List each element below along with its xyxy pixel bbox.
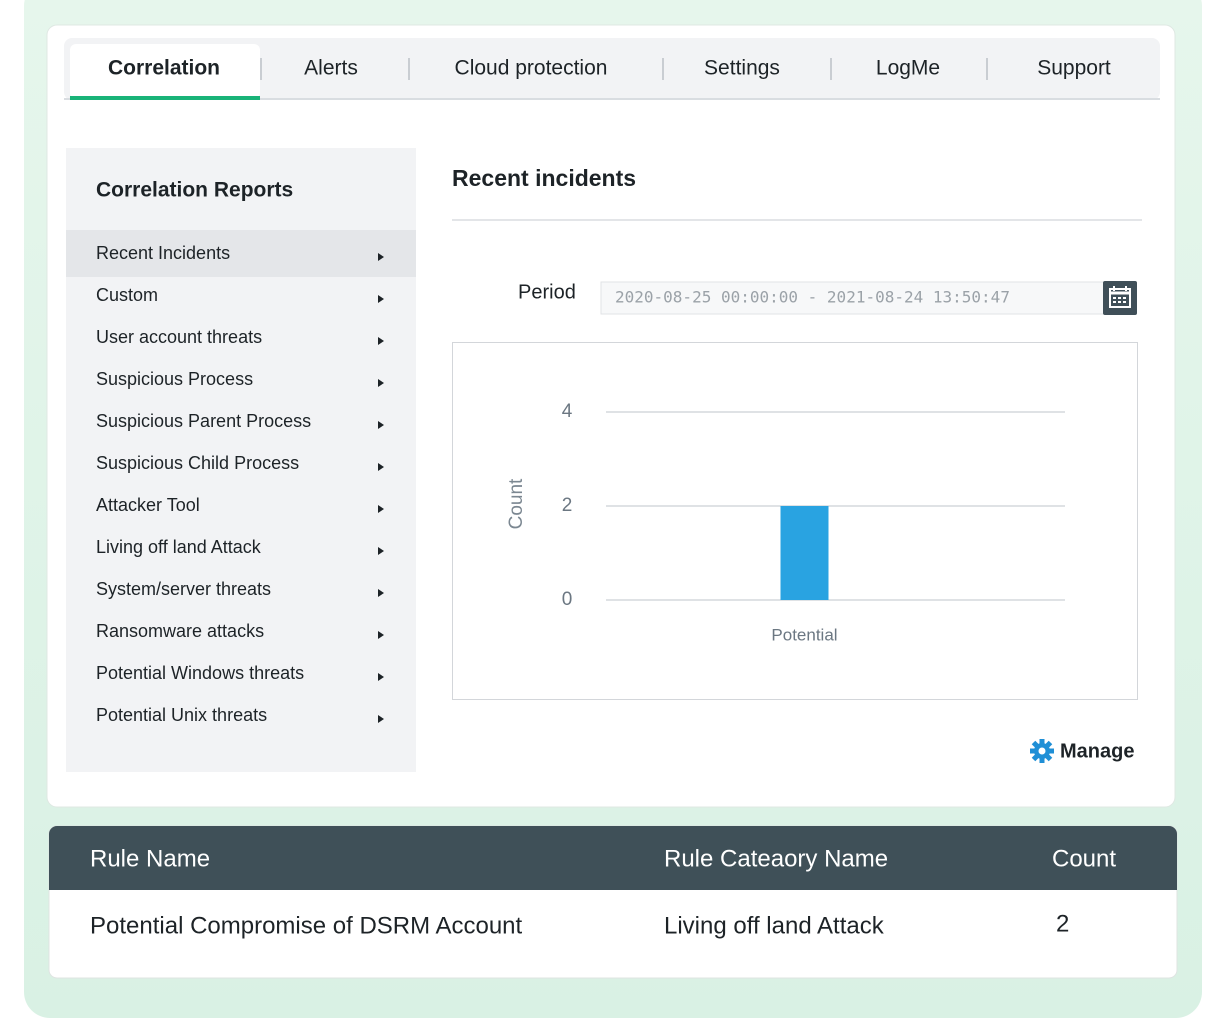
sidebar-arrow — [378, 673, 384, 681]
sidebar-item[interactable]: Custom — [96, 285, 158, 305]
active-tab-underline — [70, 96, 260, 100]
table-header: Count — [1052, 845, 1116, 872]
sidebar-arrow — [378, 547, 384, 555]
period-input[interactable] — [600, 281, 1106, 315]
sidebar-item[interactable]: Recent Incidents — [96, 243, 230, 263]
table-cell: Potential Compromise of DSRM Account — [90, 912, 523, 939]
sidebar-item[interactable]: Attacker Tool — [96, 495, 200, 515]
tab-bar — [64, 38, 1160, 100]
tab[interactable]: Settings — [704, 57, 780, 80]
tab[interactable]: Correlation — [108, 57, 220, 80]
sidebar-arrow — [378, 589, 384, 597]
period-label: Period — [518, 281, 576, 303]
sidebar-item[interactable]: Living off land Attack — [96, 537, 262, 557]
x-tick-label: Potential — [771, 625, 837, 644]
sidebar-arrow — [378, 295, 384, 303]
sidebar-item[interactable]: System/server threats — [96, 579, 271, 599]
y-tick-label: 0 — [562, 589, 573, 610]
table-header-bg — [49, 826, 1177, 890]
sidebar-arrow — [378, 463, 384, 471]
table-cell: 2 — [1056, 910, 1069, 937]
sidebar-item[interactable]: User account threats — [96, 327, 262, 347]
sidebar-arrow — [378, 421, 384, 429]
table-header: Rule Cateaory Name — [664, 845, 888, 872]
manage-link[interactable]: Manage — [1060, 740, 1134, 762]
sidebar-arrow — [378, 379, 384, 387]
bar — [780, 506, 829, 600]
sidebar-arrow — [378, 631, 384, 639]
sidebar-item[interactable]: Ransomware attacks — [96, 621, 264, 641]
active-tab-bg — [70, 44, 260, 99]
y-axis-title: Count — [506, 478, 527, 529]
period-value: 2020-08-25 00:00:00 - 2021-08-24 13:50:4… — [615, 288, 1010, 307]
sidebar-item[interactable]: Potential Unix threats — [96, 705, 267, 725]
sidebar-title: Correlation Reports — [96, 179, 293, 202]
sidebar-arrow — [378, 337, 384, 345]
sidebar-item[interactable]: Potential Windows threats — [96, 663, 304, 683]
tab[interactable]: Alerts — [304, 57, 358, 80]
sidebar-item[interactable]: Suspicious Parent Process — [96, 411, 311, 431]
sidebar-active-item — [66, 230, 416, 277]
tab[interactable]: Support — [1037, 57, 1111, 80]
calendar-button[interactable] — [1103, 281, 1137, 315]
tab[interactable]: Cloud protection — [455, 57, 608, 80]
y-tick-label: 4 — [562, 401, 573, 422]
sidebar-arrow — [378, 253, 384, 261]
sidebar-arrow — [378, 715, 384, 723]
tab[interactable]: LogMe — [876, 57, 940, 80]
manage-icon[interactable] — [1030, 739, 1054, 763]
y-tick-label: 2 — [562, 495, 573, 516]
sidebar-item[interactable]: Suspicious Process — [96, 369, 253, 389]
panel-title: Recent incidents — [452, 165, 636, 191]
table-cell: Living off land Attack — [664, 912, 885, 939]
table-header: Rule Name — [90, 845, 210, 872]
sidebar-item[interactable]: Suspicious Child Process — [96, 453, 299, 473]
sidebar-arrow — [378, 505, 384, 513]
